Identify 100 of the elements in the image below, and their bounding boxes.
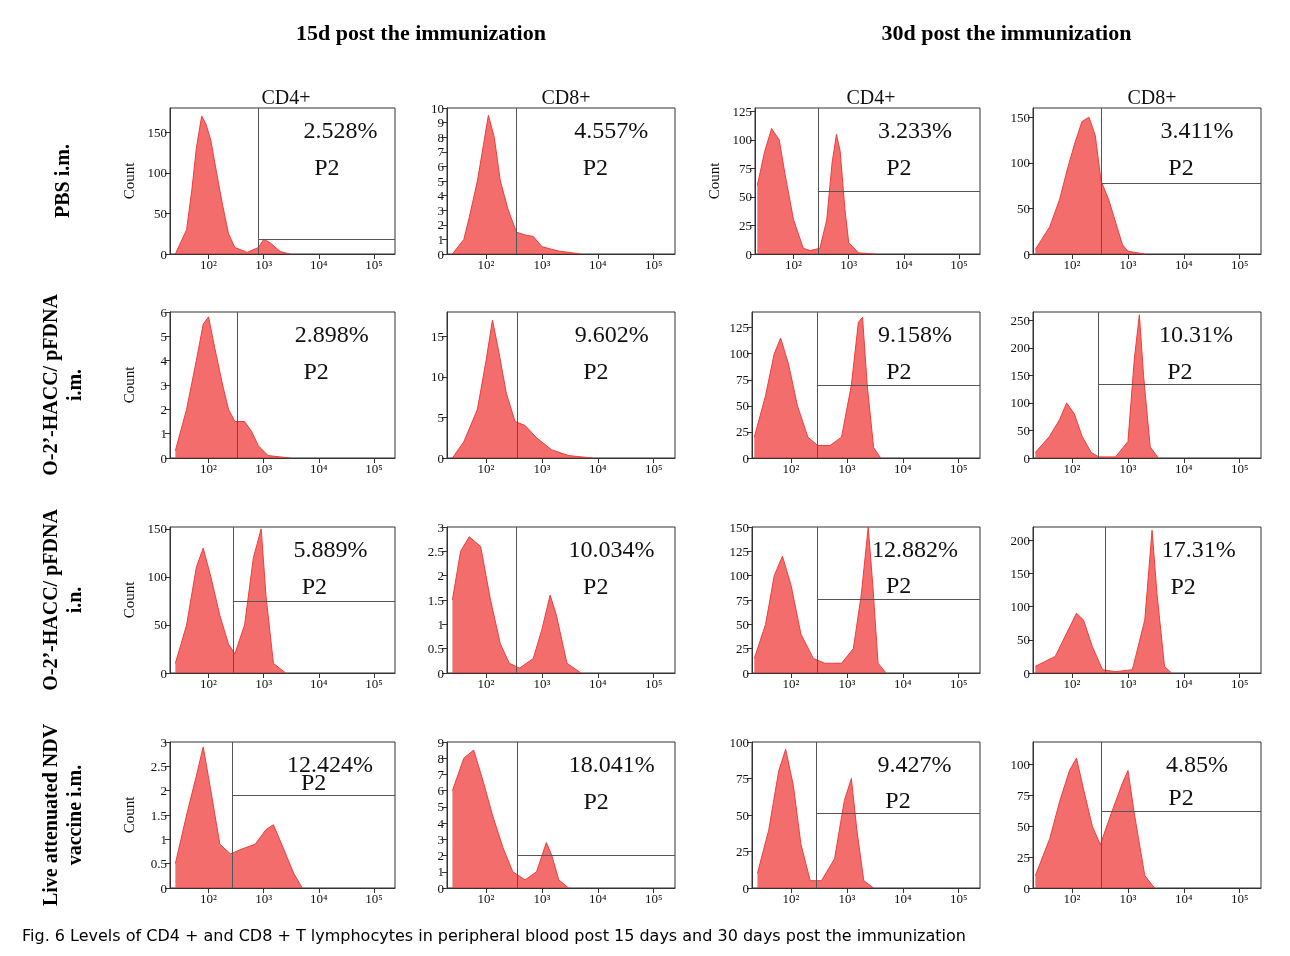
y-tick-label: 2.5 (150, 758, 167, 774)
x-tick-label: 10⁵ (644, 676, 663, 691)
y-tick-label: 0 (437, 665, 444, 681)
y-tick-label: 100 (147, 569, 167, 585)
y-tick-label: 2 (437, 848, 444, 864)
x-tick-label: 10⁵ (365, 891, 383, 906)
x-tick-label: 10⁵ (1230, 891, 1249, 906)
y-tick-label: 0 (160, 246, 167, 262)
y-tick-label: 150 (147, 124, 167, 140)
y-tick-label: 2 (160, 783, 167, 799)
y-tick-label: 125 (729, 543, 749, 559)
x-tick-label: 10⁵ (365, 257, 383, 272)
x-tick-label: 10⁴ (310, 891, 329, 906)
y-tick-label: 100 (1010, 599, 1030, 615)
y-tick-label: 75 (1017, 787, 1030, 803)
y-tick-label: 50 (154, 205, 167, 221)
y-tick-label: 6 (160, 304, 168, 320)
y-tick-label: 50 (1017, 422, 1030, 438)
y-tick-label: 1 (160, 426, 167, 442)
y-tick-label: 1.5 (150, 807, 167, 823)
annotation: P2 (1167, 357, 1193, 384)
y-tick-label: 0.5 (427, 641, 444, 657)
y-tick-label: 25 (739, 217, 752, 233)
y-tick-label: 5 (160, 328, 167, 344)
y-tick-label: 75 (736, 372, 749, 388)
y-tick-label: 125 (729, 320, 749, 336)
x-tick-label: 10⁴ (894, 676, 913, 691)
y-tick-label: 3 (160, 734, 167, 750)
y-axis-title: Count (120, 795, 137, 834)
y-tick-label: 50 (736, 398, 749, 414)
y-tick-label: 1 (160, 831, 167, 847)
y-tick-label: 150 (1010, 367, 1030, 383)
x-tick-label: 10⁴ (1175, 461, 1194, 476)
annotation: 12.882% (871, 535, 958, 562)
x-tick-label: 10³ (533, 891, 551, 906)
x-tick-label: 10⁵ (365, 461, 383, 476)
x-tick-label: 10² (782, 461, 800, 476)
y-tick-label: 7 (437, 144, 445, 160)
y-tick-label: 250 (1010, 312, 1030, 328)
x-tick-label: 10⁵ (949, 676, 968, 691)
y-tick-label: 0 (160, 450, 167, 466)
y-tick-label: 0 (437, 450, 444, 466)
x-tick-label: 10⁴ (895, 257, 914, 272)
x-tick-label: 10³ (1119, 676, 1137, 691)
x-tick-label: 10⁴ (1175, 676, 1194, 691)
y-tick-label: 100 (729, 734, 749, 750)
y-tick-label: 0 (742, 665, 749, 681)
text: 15d post the immunization (295, 20, 547, 46)
y-tick-label: 6 (437, 158, 445, 174)
y-tick-label: 100 (1010, 395, 1030, 411)
y-tick-label: 100 (729, 346, 749, 362)
annotation: 18.041% (568, 750, 655, 777)
annotation: 5.889% (293, 535, 368, 562)
x-tick-label: 10³ (838, 891, 856, 906)
y-tick-label: 0.5 (150, 856, 167, 872)
annotation: 3.411% (1160, 116, 1234, 143)
chart-title: CD8+ (541, 86, 591, 108)
y-tick-label: 5 (437, 799, 444, 815)
x-tick-label: 10² (782, 891, 800, 906)
x-tick-label: 10⁴ (589, 891, 608, 906)
chart-title: CD8+ (1127, 86, 1177, 108)
y-tick-label: 50 (736, 807, 749, 823)
y-tick-label: 50 (1017, 818, 1030, 834)
y-tick-label: 75 (736, 771, 749, 786)
x-tick-label: 10³ (533, 676, 551, 691)
x-tick-label: 10² (200, 461, 218, 476)
x-tick-label: 10² (1063, 461, 1081, 476)
x-tick-label: 10³ (838, 461, 856, 476)
y-tick-label: 200 (1010, 340, 1030, 356)
x-tick-label: 10⁵ (1230, 676, 1249, 691)
annotation: 4.85% (1166, 750, 1229, 777)
x-tick-label: 10² (1063, 676, 1081, 691)
y-axis-title: Count (705, 161, 722, 200)
x-tick-label: 10⁴ (310, 461, 329, 476)
x-tick-label: 10² (477, 891, 495, 906)
text: O-2’-HACC/ pFDNA i.m. (38, 293, 86, 478)
y-tick-label: 25 (736, 424, 749, 440)
y-tick-label: 0 (437, 880, 444, 896)
x-tick-label: 10⁴ (589, 461, 608, 476)
chart-title: CD4+ (261, 86, 311, 108)
x-tick-label: 10⁴ (1175, 891, 1194, 906)
y-tick-label: 0 (1023, 665, 1030, 681)
x-tick-label: 10⁵ (950, 257, 968, 272)
x-tick-label: 10³ (533, 257, 551, 272)
y-tick-label: 0 (742, 880, 749, 896)
y-tick-label: 25 (736, 844, 749, 859)
annotation: P2 (582, 154, 609, 180)
annotation: 9.427% (877, 750, 952, 777)
y-tick-label: 9 (437, 734, 444, 750)
y-tick-label: 0 (745, 246, 752, 262)
y-tick-label: 1 (437, 864, 444, 880)
x-tick-label: 10³ (533, 461, 551, 476)
x-tick-label: 10⁴ (1175, 257, 1194, 272)
x-tick-label: 10³ (1119, 461, 1137, 476)
annotation: 17.31% (1161, 535, 1236, 562)
annotation: 3.233% (878, 116, 953, 143)
annotation: P2 (885, 572, 912, 599)
x-tick-label: 10⁵ (365, 676, 383, 691)
y-tick-label: 150 (729, 519, 749, 535)
y-tick-label: 3 (437, 202, 444, 218)
